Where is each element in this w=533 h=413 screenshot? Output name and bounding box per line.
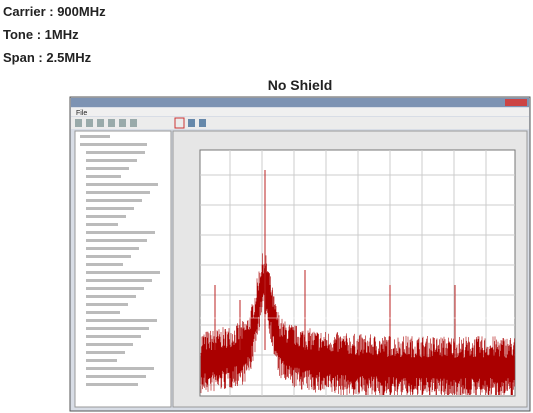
- carrier-label: Carrier : 900MHz: [3, 4, 106, 19]
- tree-item: [86, 311, 120, 314]
- tree-item: [86, 223, 118, 226]
- tree-item: [86, 199, 142, 202]
- tree-item: [86, 263, 123, 266]
- tree-item: [86, 375, 146, 378]
- tree-item: [86, 183, 158, 186]
- tree-item: [86, 279, 152, 282]
- tree-item: [86, 343, 133, 346]
- tone-label: Tone : 1MHz: [3, 27, 79, 42]
- tree-item: [86, 159, 137, 162]
- tree-item: [86, 191, 150, 194]
- tree-item: [86, 359, 117, 362]
- tree-item: [86, 271, 160, 274]
- title-bar: [71, 98, 529, 107]
- tree-item: [86, 303, 128, 306]
- close-button[interactable]: [505, 99, 527, 106]
- tree-item: [86, 255, 131, 258]
- tree-item: [86, 215, 126, 218]
- tree-item: [86, 151, 145, 154]
- tree-item: [80, 143, 147, 146]
- tree-items: [80, 135, 160, 386]
- span-label: Span : 2.5MHz: [3, 50, 92, 65]
- tree-item: [86, 383, 138, 386]
- tree-item: [86, 167, 129, 170]
- noise-trace: [200, 253, 515, 395]
- tree-item: [86, 335, 141, 338]
- tree-item: [86, 319, 157, 322]
- spectrum: [200, 170, 515, 395]
- menu-bar: [71, 108, 529, 116]
- tree-item: [86, 287, 144, 290]
- tree-item: [86, 247, 139, 250]
- tree-item: [86, 207, 134, 210]
- figure-title: No Shield: [267, 77, 333, 93]
- tree-item: [86, 351, 125, 354]
- tree-item: [86, 295, 136, 298]
- tree-item: [86, 175, 121, 178]
- tree-item: [86, 231, 155, 234]
- tree-item: [80, 135, 110, 138]
- toolbar-icons: [75, 117, 206, 129]
- tree-item: [86, 367, 154, 370]
- toolbar: [71, 117, 529, 129]
- menu-file[interactable]: File: [76, 110, 87, 117]
- tree-item: [86, 239, 147, 242]
- tree-item: [86, 327, 149, 330]
- tree-panel: [74, 130, 172, 408]
